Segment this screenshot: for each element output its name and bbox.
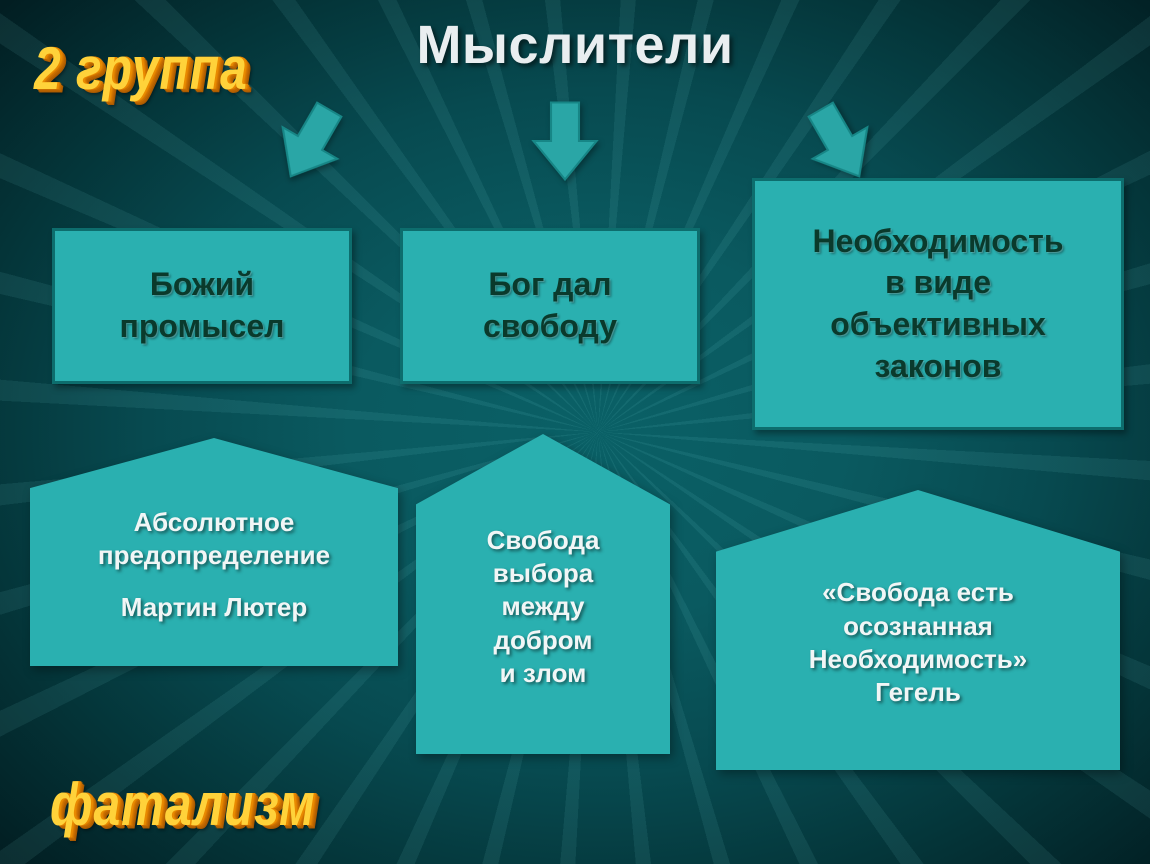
slide-stage: Мыслители 2 группа фатализм Божийпромысе…	[0, 0, 1150, 864]
arrow-center	[530, 96, 600, 191]
pentagon-text: «Свобода естьосознаннаяНеобходимость»Гег…	[716, 490, 1120, 770]
slide-title: Мыслители	[416, 14, 733, 76]
pentagon-text: Абсолютноепредопределение Мартин Лютер	[30, 438, 398, 666]
arrow-left	[275, 98, 345, 193]
box-right: Необходимостьв видеобъективныхзаконов	[752, 178, 1124, 430]
accent-label-fatalism: фатализм	[50, 771, 316, 840]
box-text: Необходимостьв видеобъективныхзаконов	[812, 221, 1063, 387]
penta-center: Свободавыборамеждудоброми злом	[416, 434, 670, 754]
box-text: Бог далсвободу	[483, 264, 617, 347]
box-center: Бог далсвободу	[400, 228, 700, 384]
box-text: Божийпромысел	[120, 264, 285, 347]
penta-right: «Свобода естьосознаннаяНеобходимость»Гег…	[716, 490, 1120, 770]
accent-label-group: 2 группа	[34, 35, 248, 104]
box-left: Божийпромысел	[52, 228, 352, 384]
penta-left: Абсолютноепредопределение Мартин Лютер	[30, 438, 398, 666]
pentagon-text: Свободавыборамеждудоброми злом	[416, 434, 670, 754]
